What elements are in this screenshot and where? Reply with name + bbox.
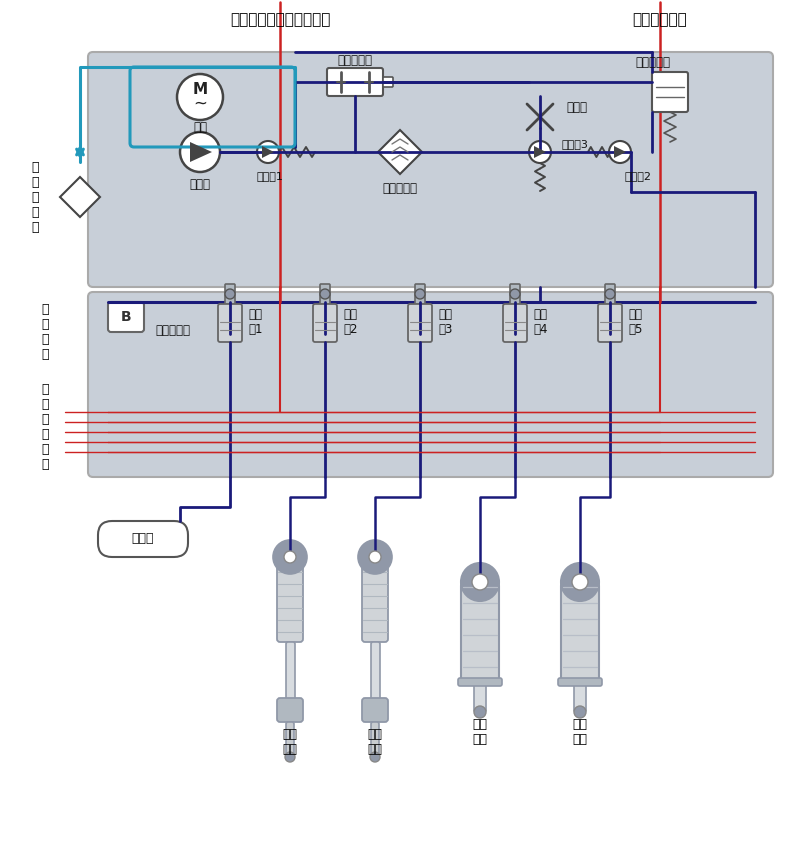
FancyBboxPatch shape — [561, 582, 599, 682]
FancyBboxPatch shape — [383, 77, 393, 87]
Text: 电机: 电机 — [193, 120, 207, 134]
FancyBboxPatch shape — [371, 722, 379, 757]
Circle shape — [461, 563, 499, 601]
FancyBboxPatch shape — [98, 521, 188, 557]
Circle shape — [177, 74, 223, 120]
Text: 单向阀3: 单向阀3 — [562, 139, 589, 149]
Text: 单向阀1: 单向阀1 — [256, 171, 283, 181]
Text: 电磁排气阀: 电磁排气阀 — [635, 56, 670, 68]
Text: 后左
支柱: 后左 支柱 — [472, 718, 488, 746]
FancyBboxPatch shape — [415, 284, 425, 304]
FancyBboxPatch shape — [605, 284, 615, 304]
Circle shape — [472, 574, 488, 590]
Polygon shape — [190, 142, 212, 162]
Circle shape — [320, 289, 330, 299]
FancyBboxPatch shape — [218, 304, 242, 342]
Text: 空气干燥器: 空气干燥器 — [383, 182, 417, 195]
FancyBboxPatch shape — [503, 304, 527, 342]
FancyBboxPatch shape — [286, 642, 295, 702]
Text: B: B — [121, 310, 131, 324]
Circle shape — [561, 563, 599, 601]
FancyBboxPatch shape — [598, 304, 622, 342]
Polygon shape — [614, 146, 626, 158]
Text: 前右
支柱: 前右 支柱 — [367, 728, 383, 756]
Text: 后右
支柱: 后右 支柱 — [573, 718, 587, 746]
FancyBboxPatch shape — [652, 72, 688, 112]
FancyBboxPatch shape — [558, 678, 602, 686]
Text: 信
号
输
出: 信 号 输 出 — [41, 303, 49, 361]
Text: 单向阀2: 单向阀2 — [625, 171, 652, 181]
Circle shape — [273, 540, 307, 574]
Circle shape — [370, 752, 380, 762]
FancyBboxPatch shape — [408, 304, 432, 342]
Text: 电磁
阀3: 电磁 阀3 — [438, 308, 452, 336]
Text: 压力传感器: 压力传感器 — [155, 323, 190, 337]
Circle shape — [474, 706, 486, 718]
Text: 控
制
信
号
输
入: 控 制 信 号 输 入 — [41, 383, 49, 471]
Polygon shape — [60, 177, 100, 217]
Text: 前左
支柱: 前左 支柱 — [282, 728, 298, 756]
FancyBboxPatch shape — [327, 68, 383, 96]
Circle shape — [285, 752, 295, 762]
Text: 电磁
阀5: 电磁 阀5 — [628, 308, 642, 336]
FancyBboxPatch shape — [313, 304, 337, 342]
FancyBboxPatch shape — [458, 678, 502, 686]
Text: 二
次
消
声
器: 二 次 消 声 器 — [32, 161, 39, 233]
FancyBboxPatch shape — [286, 722, 294, 757]
Circle shape — [257, 141, 279, 163]
Text: 电磁
阀1: 电磁 阀1 — [248, 308, 262, 336]
Text: 空压机延时控制信号输入: 空压机延时控制信号输入 — [230, 13, 330, 28]
FancyBboxPatch shape — [277, 698, 303, 722]
Text: 控制信号输入: 控制信号输入 — [633, 13, 688, 28]
Polygon shape — [534, 146, 546, 158]
Polygon shape — [378, 130, 422, 174]
Polygon shape — [262, 146, 274, 158]
Circle shape — [529, 141, 551, 163]
FancyBboxPatch shape — [362, 557, 388, 642]
Circle shape — [415, 289, 425, 299]
Circle shape — [180, 132, 220, 172]
FancyBboxPatch shape — [277, 557, 303, 642]
Text: 储气罐: 储气罐 — [132, 532, 155, 546]
Text: 节流阀: 节流阀 — [566, 100, 587, 114]
Circle shape — [510, 289, 520, 299]
FancyBboxPatch shape — [362, 698, 388, 722]
Circle shape — [284, 551, 296, 563]
FancyBboxPatch shape — [108, 302, 144, 332]
Circle shape — [605, 289, 615, 299]
FancyBboxPatch shape — [88, 292, 773, 477]
FancyBboxPatch shape — [461, 582, 499, 682]
FancyBboxPatch shape — [510, 284, 520, 304]
Text: 电磁
阀2: 电磁 阀2 — [343, 308, 358, 336]
FancyBboxPatch shape — [574, 680, 586, 712]
FancyBboxPatch shape — [225, 284, 235, 304]
Circle shape — [225, 289, 235, 299]
Circle shape — [572, 574, 588, 590]
Text: 气控排气阀: 气控排气阀 — [337, 54, 372, 67]
Text: 电磁
阀4: 电磁 阀4 — [533, 308, 548, 336]
Text: ~: ~ — [193, 95, 207, 113]
Text: M: M — [193, 82, 208, 97]
Circle shape — [369, 551, 381, 563]
FancyBboxPatch shape — [371, 642, 380, 702]
Circle shape — [609, 141, 631, 163]
FancyBboxPatch shape — [88, 52, 773, 287]
Circle shape — [574, 706, 586, 718]
Circle shape — [358, 540, 392, 574]
Text: 空压机: 空压机 — [189, 178, 210, 190]
FancyBboxPatch shape — [474, 680, 486, 712]
FancyBboxPatch shape — [320, 284, 330, 304]
